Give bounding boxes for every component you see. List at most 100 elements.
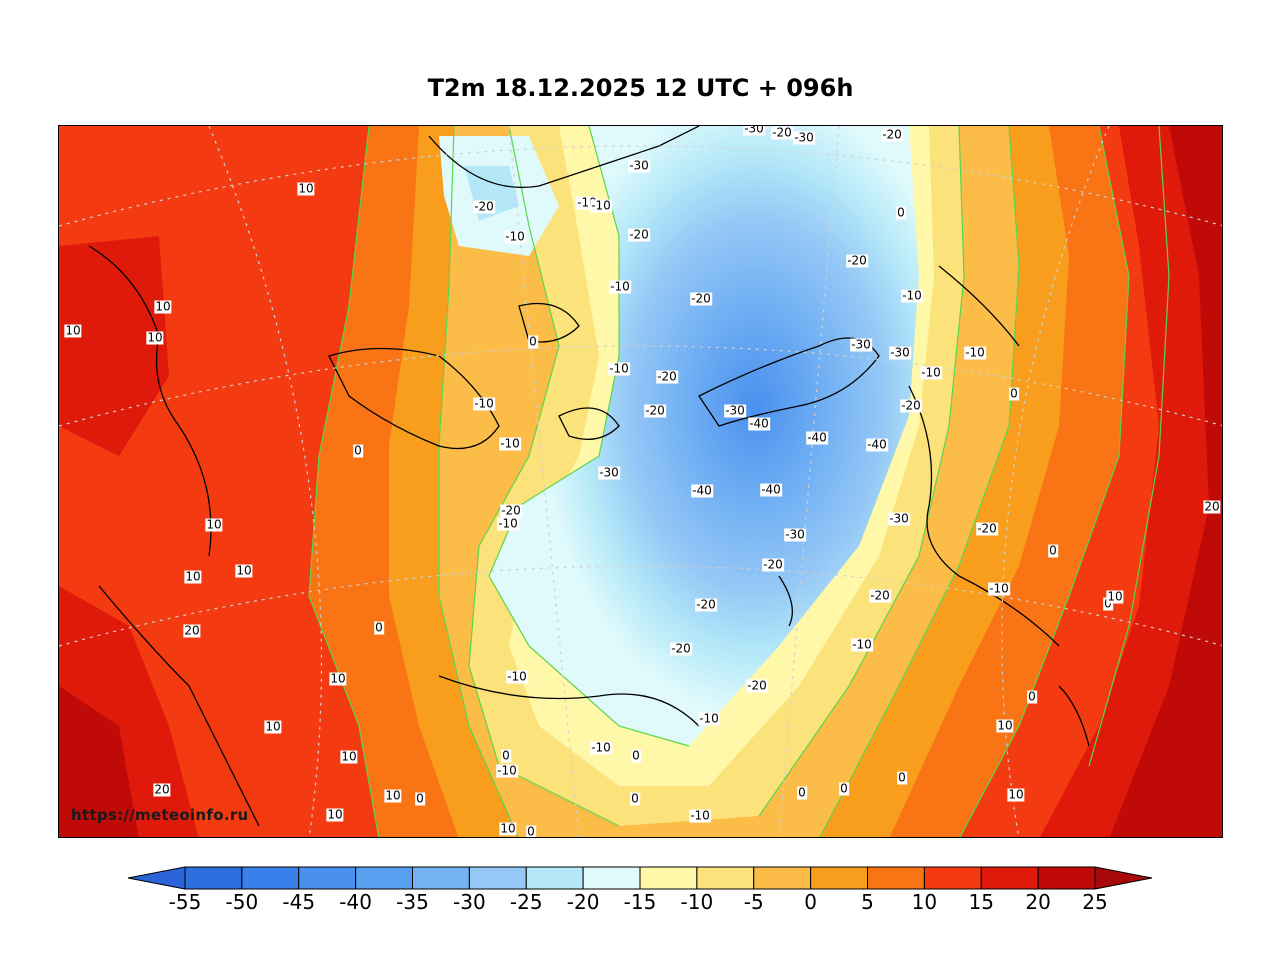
contour-label: 10	[297, 181, 315, 196]
colorbar-segment	[980, 866, 1039, 890]
contour-label: 10	[154, 299, 172, 314]
contour-label: 0	[526, 824, 536, 838]
contour-label: 0	[415, 791, 425, 806]
contour-label: -20	[690, 291, 712, 306]
colorbar-tick-label: -10	[680, 890, 714, 914]
colorbar-segment	[810, 866, 868, 890]
contour-label: -40	[760, 482, 782, 497]
contour-label: 0	[896, 205, 906, 220]
contour-label: -30	[889, 345, 911, 360]
contour-label: 10	[184, 569, 202, 584]
colorbar-segment	[412, 866, 470, 890]
contour-label: -30	[628, 158, 650, 173]
contour-label: 10	[384, 788, 402, 803]
contour-label: 0	[1009, 386, 1019, 401]
contour-label: 10	[205, 517, 223, 532]
colorbar-segment	[525, 866, 584, 890]
colorbar-segment	[1037, 866, 1096, 890]
colorbar-tick-label: -30	[453, 890, 486, 914]
contour-label: 0	[631, 748, 641, 763]
contour-label: -20	[762, 557, 784, 572]
colorbar	[0, 860, 1281, 960]
contour-label: -10	[689, 808, 711, 823]
colorbar-segment	[696, 866, 755, 890]
colorbar-tick-label: 15	[968, 890, 994, 914]
contour-label: -20	[670, 641, 692, 656]
contour-label: -40	[866, 437, 888, 452]
colorbar-segment	[241, 866, 300, 890]
contour-label: -10	[964, 345, 986, 360]
contour-label: -10	[988, 581, 1010, 596]
colorbar-tick-label: -15	[623, 890, 657, 914]
contour-label: 10	[499, 821, 517, 836]
colorbar-tick-label: -20	[566, 890, 600, 914]
colorbar-tick-label: 25	[1082, 890, 1108, 914]
colorbar-tick-label: 5	[861, 890, 874, 914]
contour-label: 0	[839, 781, 849, 796]
source-watermark: https://meteoinfo.ru	[71, 806, 249, 824]
temperature-map[interactable]: 10 10 10 10 0 0 10 10 10 20 0 10 10 10 20 10 0 10 10 0 -30 -2…	[58, 125, 1223, 838]
contour-label: -20	[695, 597, 717, 612]
contour-label: -40	[691, 483, 713, 498]
contour-label: -10	[901, 288, 923, 303]
contour-label: 0	[1048, 543, 1058, 558]
colorbar-segment	[184, 866, 243, 890]
contour-label: -30	[850, 337, 872, 352]
contour-label: 0	[501, 748, 511, 763]
contour-label: -10	[499, 436, 521, 451]
contour-label: -30	[743, 126, 765, 136]
colorbar-tick-label: -55	[168, 890, 202, 914]
colorbar-segment	[753, 866, 812, 890]
contour-label: -30	[793, 130, 815, 145]
colorbar-tick-label: -40	[339, 890, 372, 914]
temperature-field	[59, 126, 1222, 837]
contour-label: 10	[326, 807, 344, 822]
contour-label: -20	[869, 588, 891, 603]
contour-label: 0	[353, 443, 363, 458]
contour-label: 20	[153, 782, 171, 797]
contour-label: 0	[1027, 689, 1037, 704]
contour-label: -10	[497, 516, 519, 531]
contour-label: -10	[608, 361, 630, 376]
colorbar-svg	[127, 866, 1153, 890]
contour-label: -20	[656, 369, 678, 384]
map-title: T2m 18.12.2025 12 UTC + 096h	[427, 74, 854, 102]
contour-label: 20	[183, 623, 201, 638]
contour-label: -10	[851, 637, 873, 652]
contour-label: -10	[609, 279, 631, 294]
colorbar-segment	[468, 866, 527, 890]
contour-label: -10	[496, 763, 518, 778]
colorbar-segment	[582, 866, 641, 890]
contour-label: 10	[64, 323, 82, 338]
contour-label: -20	[644, 403, 666, 418]
contour-label: 10	[340, 749, 358, 764]
contour-label: -10	[473, 396, 495, 411]
contour-label: -20	[473, 199, 495, 214]
contour-label: 10	[329, 671, 347, 686]
contour-label: -20	[846, 253, 868, 268]
colorbar-tick-label: 10	[911, 890, 938, 914]
colorbar-segment	[867, 866, 925, 890]
contour-label: -20	[746, 678, 768, 693]
colorbar-segment	[923, 866, 982, 890]
contour-label: 10	[996, 718, 1014, 733]
colorbar-tick-label: 0	[804, 890, 817, 914]
contour-label: 10	[264, 719, 282, 734]
colorbar-segment	[639, 866, 698, 890]
contour-label: -10	[698, 711, 720, 726]
contour-label: 0	[630, 791, 640, 806]
contour-label: -20	[881, 127, 903, 142]
colorbar-segment	[355, 866, 413, 890]
contour-label: -10	[920, 365, 942, 380]
contour-label: -10	[590, 198, 612, 213]
contour-label: -30	[888, 511, 910, 526]
contour-label: -10	[506, 669, 528, 684]
colorbar-low-arrow	[127, 866, 186, 890]
colorbar-tick-label: -35	[396, 890, 429, 914]
colorbar-tick-label: -25	[509, 890, 543, 914]
contour-label: 0	[797, 785, 807, 800]
contour-label: -20	[771, 125, 793, 140]
colorbar-high-arrow	[1094, 866, 1153, 890]
colorbar-tick-label: -50	[225, 890, 259, 914]
contour-label: -40	[748, 416, 770, 431]
